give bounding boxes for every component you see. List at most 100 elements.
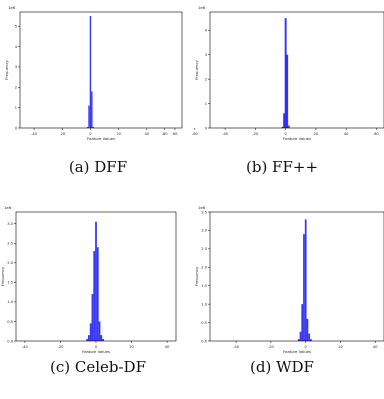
histogram-bar (88, 105, 90, 128)
y-tick-label: 1.5 (7, 281, 13, 285)
histogram-bar (89, 16, 92, 128)
x-tick-label: -20 (268, 345, 275, 349)
histogram-bar (303, 234, 305, 341)
x-axis-label: Feature Values (283, 349, 311, 354)
y-tick-label: 0 (205, 126, 208, 130)
y-tick-label: 2.5 (7, 242, 13, 246)
x-tick-label: -40 (22, 345, 29, 349)
chart-panel-c: -40 -20 0 20 40 0.0 0.5 1.0 1.5 2.0 2.5 3.0 1e6 Featu… (0, 200, 192, 399)
x-tick-label: -40 (233, 345, 240, 349)
histogram-bar (301, 304, 304, 341)
y-axis-label: Frequency (4, 59, 9, 79)
x-tick-label: -20 (252, 132, 259, 136)
x-tick-label: 40 (144, 132, 149, 136)
x-tick-label: 20 (314, 132, 319, 136)
y-tick-label: 1.5 (201, 284, 207, 288)
caption-ffpp: (b) FF++ (245, 158, 319, 176)
caption-dff: (a) DFF (68, 158, 128, 176)
histogram-bar (102, 339, 104, 341)
y-axis-label: Frequency (194, 266, 199, 286)
y-tick-label: 5 (15, 25, 17, 29)
x-tick-label: 0 (285, 132, 288, 136)
histogram-bar (96, 247, 99, 341)
chart-panel-b: -80 -60 -40 -20 0 20 40 60 0 1 2 3 4 1e6 Feature Value… (162, 0, 384, 200)
caption-wdf: (d) WDF (250, 358, 314, 376)
x-tick-label: -40 (31, 132, 38, 136)
y-tick-label: 0.0 (201, 339, 207, 343)
histogram-bar (91, 294, 94, 341)
y-axis-label: Frequency (194, 59, 199, 79)
plot-frame (209, 11, 384, 129)
histogram-bar (308, 333, 311, 341)
plot-frame (19, 11, 183, 129)
histogram-bar (89, 323, 92, 341)
x-tick-label: 40 (344, 132, 349, 136)
histogram-bar (281, 126, 284, 128)
y-tick-label: 2 (15, 86, 17, 90)
chart-panel-a: -40 -20 0 20 40 60 0 1 2 3 4 5 1e6 Feature Values Freq… (0, 0, 192, 200)
histogram-bar (98, 321, 101, 341)
chart-panel-d: -40 -20 0 20 40 0.0 0.5 1.0 1.5 2.0 2.5 3.0 3.5 1e6 Fe… (192, 200, 384, 399)
y-scale-label: 1e6 (8, 5, 16, 10)
histogram-bar (95, 221, 97, 341)
y-tick-label: 3.0 (7, 222, 13, 226)
x-tick-label: -20 (59, 132, 66, 136)
x-tick-label: 20 (129, 345, 134, 349)
y-scale-label: 1e6 (198, 205, 206, 210)
histogram-bar (92, 126, 94, 128)
y-tick-label: 4 (205, 29, 208, 33)
histogram-bar (91, 91, 93, 128)
y-tick-label: 4 (15, 45, 18, 49)
histogram-bar (287, 125, 290, 128)
histogram-bar (86, 126, 89, 128)
y-tick-label: 3 (15, 65, 17, 69)
histogram-bar (284, 18, 287, 128)
x-tick-label: -80 (162, 132, 169, 136)
y-tick-label: 2 (205, 77, 207, 81)
y-scale-label: 1e6 (198, 5, 206, 10)
histogram-celeb-df: -40 -20 0 20 40 0.0 0.5 1.0 1.5 2.0 2.5 3.0 1e6 Featu… (0, 205, 177, 354)
caption-celeb-df: (c) Celeb-DF (49, 358, 146, 376)
y-tick-label: 0.0 (7, 339, 13, 343)
x-axis-label: Feature Values (82, 349, 110, 354)
y-axis-label: Frequency (0, 266, 5, 286)
x-tick-label: -40 (222, 132, 229, 136)
histogram-bar (286, 54, 289, 128)
x-tick-label: 40 (373, 345, 378, 349)
x-tick-label: 0 (305, 345, 308, 349)
x-axis-label: Feature Values (283, 136, 311, 141)
y-tick-label: 1 (15, 106, 17, 110)
histogram-bar (297, 339, 300, 341)
y-tick-label: 0.5 (7, 320, 13, 324)
y-tick-label: 2.0 (201, 266, 207, 270)
x-tick-label: 20 (116, 132, 121, 136)
plot-frame (209, 211, 384, 342)
histogram-bar (306, 318, 309, 341)
histogram-dff: -40 -20 0 20 40 60 0 1 2 3 4 5 1e6 Feature Values Freq… (4, 5, 183, 141)
x-tick-label: 0 (95, 345, 98, 349)
y-tick-label: 2.5 (201, 247, 207, 251)
histogram-bar (93, 251, 96, 341)
y-tick-label: 1 (205, 102, 207, 106)
y-tick-label: 0.5 (201, 321, 207, 325)
x-tick-label: 60 (374, 132, 379, 136)
histogram-bar (100, 335, 103, 341)
y-scale-label: 1e6 (4, 205, 12, 210)
x-tick-label: -20 (58, 345, 65, 349)
histogram-bar (310, 339, 312, 341)
histogram-bar (304, 219, 307, 341)
y-tick-label: 1.0 (7, 300, 13, 304)
y-tick-label: 3 (205, 53, 207, 57)
histogram-bar (86, 339, 88, 341)
y-tick-label: 3.5 (201, 210, 207, 214)
y-tick-label: 1.0 (201, 302, 207, 306)
x-tick-label: 60 (173, 132, 178, 136)
y-tick-label: 2.0 (7, 261, 13, 265)
histogram-bar (283, 113, 286, 128)
x-tick-label: 20 (338, 345, 343, 349)
y-tick-label: 0 (15, 126, 18, 130)
x-tick-label: 0 (89, 132, 92, 136)
histogram-ffpp: -80 -60 -40 -20 0 20 40 60 0 1 2 3 4 1e6 Feature Value… (162, 5, 384, 141)
x-tick-label: -60 (192, 132, 199, 136)
